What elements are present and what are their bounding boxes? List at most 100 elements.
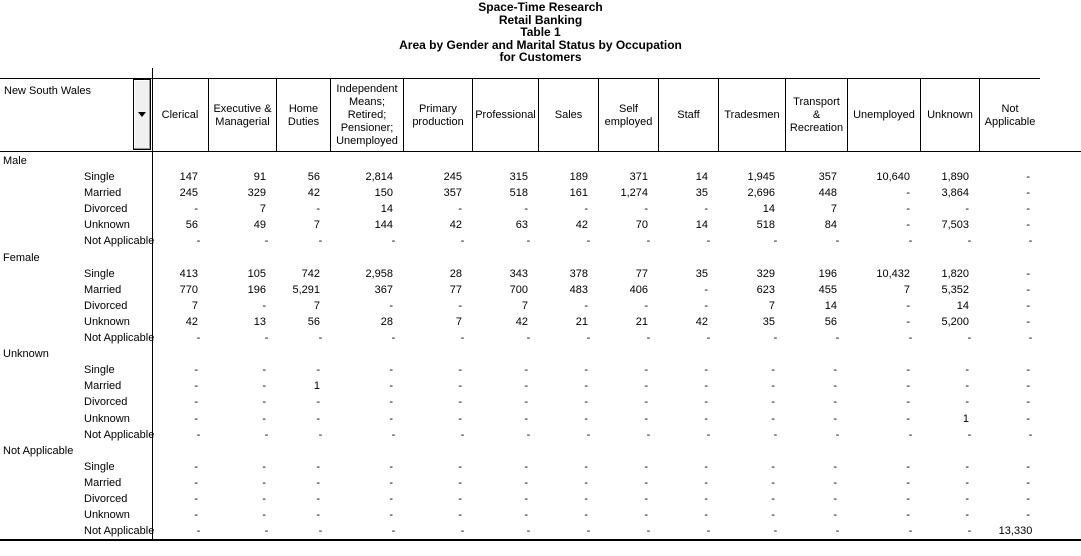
data-cell: - <box>646 332 651 345</box>
data-row: Single 413 105 742 2,958 28 343 378 77 35 329 196 10… <box>0 266 1081 282</box>
data-cell: - <box>906 219 910 232</box>
data-row: Divorced - - - - - - - - - - - - - - <box>0 394 1081 410</box>
data-cell: 1,890 <box>941 171 969 184</box>
data-cell: - <box>906 315 910 328</box>
column-header: Self employed <box>598 79 658 152</box>
data-cell: - <box>391 332 396 345</box>
data-cell: 378 <box>569 267 588 280</box>
data-cell: - <box>316 492 320 505</box>
data-cell: - <box>194 396 198 409</box>
data-cell: 28 <box>380 315 393 328</box>
data-cell: - <box>1026 267 1030 280</box>
data-cell: - <box>906 203 910 216</box>
data-cell: - <box>906 412 910 425</box>
data-cell: - <box>458 299 462 312</box>
table-body: Male Single 147 91 56 2,814 245 315 189 371 14 1,94… <box>0 153 1081 539</box>
data-cell: - <box>524 476 528 489</box>
group-label: Not Applicable <box>3 444 74 457</box>
data-cell: - <box>773 525 778 538</box>
data-cell: - <box>833 396 837 409</box>
data-cell: - <box>833 412 837 425</box>
data-cell: - <box>704 460 708 473</box>
data-cell: - <box>194 380 198 393</box>
data-cell: - <box>389 412 393 425</box>
data-cell: - <box>771 412 775 425</box>
data-cell: - <box>584 396 588 409</box>
data-cell: 7 <box>768 299 775 312</box>
data-cell: - <box>1026 380 1030 393</box>
data-cell: - <box>458 396 462 409</box>
row-label: Married <box>84 187 122 200</box>
data-cell: - <box>646 525 651 538</box>
data-cell: - <box>835 428 840 441</box>
table-header-row: New South Wales Clerical Executive & Mana… <box>0 78 1040 152</box>
data-cell: - <box>644 203 648 216</box>
data-cell: 7 <box>903 283 910 296</box>
data-cell: - <box>584 492 588 505</box>
data-cell: - <box>586 332 591 345</box>
data-row: Not Applicable - - - - - - - - - - - - - - <box>0 427 1081 443</box>
data-cell: 1,274 <box>620 187 648 200</box>
data-cell: - <box>389 380 393 393</box>
data-cell: - <box>262 412 266 425</box>
data-cell: - <box>460 428 465 441</box>
data-row: Married - - - - - - - - - - - - - - <box>0 475 1081 491</box>
data-cell: - <box>646 235 651 248</box>
data-cell: 13 <box>253 315 266 328</box>
data-cell: - <box>646 428 651 441</box>
data-row: Unknown - - - - - - - - - - - - 1 - <box>0 411 1081 427</box>
data-cell: - <box>833 492 837 505</box>
row-label: Unknown <box>84 412 130 425</box>
data-cell: 42 <box>307 187 320 200</box>
data-cell: - <box>526 428 531 441</box>
row-label: Not Applicable <box>84 428 155 441</box>
column-header: Professional <box>472 79 538 152</box>
data-cell: - <box>835 235 840 248</box>
data-cell: - <box>1026 509 1030 522</box>
data-cell: 77 <box>449 283 462 296</box>
data-cell: - <box>704 299 708 312</box>
data-cell: - <box>262 492 266 505</box>
area-dropdown-button[interactable] <box>133 79 151 150</box>
data-cell: 147 <box>179 171 198 184</box>
row-label: Divorced <box>84 203 128 216</box>
data-cell: - <box>196 525 201 538</box>
data-cell: 1 <box>313 380 320 393</box>
data-cell: - <box>524 380 528 393</box>
data-cell: 7 <box>259 203 266 216</box>
data-cell: - <box>264 332 269 345</box>
data-cell: 3,864 <box>941 187 969 200</box>
data-cell: - <box>1026 171 1030 184</box>
data-cell: - <box>460 332 465 345</box>
data-cell: - <box>1026 396 1030 409</box>
row-label: Single <box>84 364 115 377</box>
data-cell: - <box>1028 235 1033 248</box>
data-cell: - <box>316 364 320 377</box>
data-cell: - <box>264 525 269 538</box>
data-cell: 5,352 <box>941 283 969 296</box>
data-cell: 10,640 <box>876 171 910 184</box>
data-cell: - <box>1026 219 1030 232</box>
triangle-down-icon <box>138 112 146 117</box>
data-cell: - <box>1026 364 1030 377</box>
data-cell: - <box>194 476 198 489</box>
data-cell: - <box>391 428 396 441</box>
data-row: Single 147 91 56 2,814 245 315 189 371 14 1,945 357… <box>0 169 1081 185</box>
header-bottom-line <box>0 151 1081 152</box>
data-row: Married - - 1 - - - - - - - - - - - <box>0 378 1081 394</box>
data-cell: 196 <box>818 267 837 280</box>
stub-divider-line <box>152 68 153 541</box>
data-cell: - <box>584 299 588 312</box>
row-label: Married <box>84 380 122 393</box>
data-cell: - <box>1028 332 1033 345</box>
data-cell: - <box>262 380 266 393</box>
data-cell: - <box>196 235 201 248</box>
data-cell: 105 <box>247 267 266 280</box>
data-cell: - <box>965 364 969 377</box>
data-cell: - <box>584 364 588 377</box>
data-cell: - <box>906 299 910 312</box>
data-cell: - <box>458 476 462 489</box>
data-row: Not Applicable - - - - - - - - - - - - - - <box>0 330 1081 346</box>
data-cell: - <box>316 203 320 216</box>
data-cell: - <box>771 380 775 393</box>
